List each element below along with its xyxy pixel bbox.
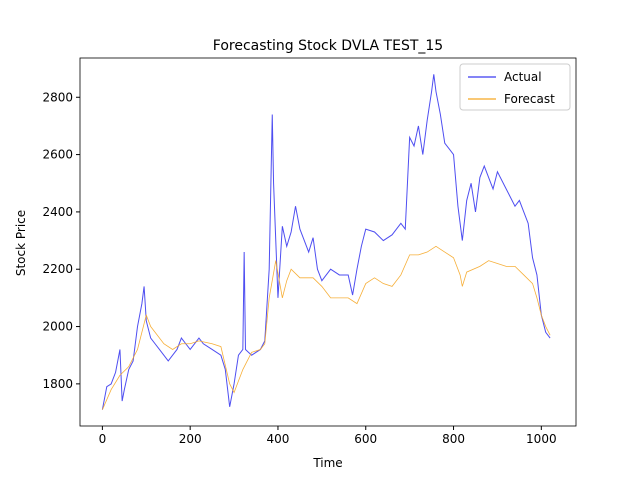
x-tick-label: 0 bbox=[99, 432, 107, 446]
chart-title: Forecasting Stock DVLA TEST_15 bbox=[213, 38, 443, 54]
x-tick-label: 600 bbox=[354, 432, 377, 446]
series-line bbox=[102, 245, 551, 410]
y-tick-label: 2600 bbox=[42, 148, 73, 162]
legend-label: Actual bbox=[504, 70, 542, 84]
x-tick-label: 400 bbox=[267, 432, 290, 446]
y-tick-label: 2000 bbox=[42, 320, 73, 334]
y-tick-label: 2800 bbox=[42, 90, 73, 104]
x-tick-label: 1000 bbox=[526, 432, 557, 446]
x-tick-label: 800 bbox=[442, 432, 465, 446]
legend-label: Forecast bbox=[504, 92, 555, 106]
y-tick-label: 2200 bbox=[42, 262, 73, 276]
y-tick-label: 1800 bbox=[42, 377, 73, 391]
plot-frame bbox=[79, 57, 577, 427]
y-tick-label: 2400 bbox=[42, 205, 73, 219]
y-axis-label: Stock Price bbox=[14, 210, 28, 276]
x-tick-label: 200 bbox=[179, 432, 202, 446]
x-axis-label: Time bbox=[312, 456, 342, 470]
series-line bbox=[101, 74, 551, 410]
